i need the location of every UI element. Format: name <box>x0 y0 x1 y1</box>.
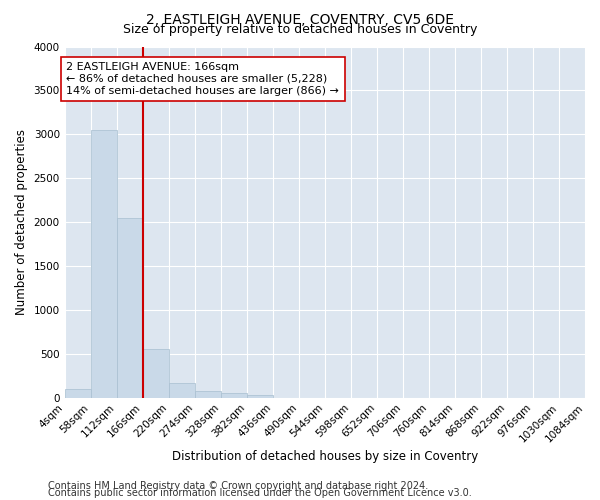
Bar <box>65 389 91 398</box>
Bar <box>247 395 273 398</box>
Bar <box>117 218 143 398</box>
Y-axis label: Number of detached properties: Number of detached properties <box>15 129 28 315</box>
Text: Contains HM Land Registry data © Crown copyright and database right 2024.: Contains HM Land Registry data © Crown c… <box>48 481 428 491</box>
Bar <box>143 350 169 398</box>
Bar <box>221 393 247 398</box>
Text: 2 EASTLEIGH AVENUE: 166sqm
← 86% of detached houses are smaller (5,228)
14% of s: 2 EASTLEIGH AVENUE: 166sqm ← 86% of deta… <box>66 62 339 96</box>
Text: Contains public sector information licensed under the Open Government Licence v3: Contains public sector information licen… <box>48 488 472 498</box>
Text: Size of property relative to detached houses in Coventry: Size of property relative to detached ho… <box>123 22 477 36</box>
Bar <box>91 130 117 398</box>
Text: 2, EASTLEIGH AVENUE, COVENTRY, CV5 6DE: 2, EASTLEIGH AVENUE, COVENTRY, CV5 6DE <box>146 12 454 26</box>
X-axis label: Distribution of detached houses by size in Coventry: Distribution of detached houses by size … <box>172 450 478 462</box>
Bar <box>195 390 221 398</box>
Bar <box>169 382 195 398</box>
